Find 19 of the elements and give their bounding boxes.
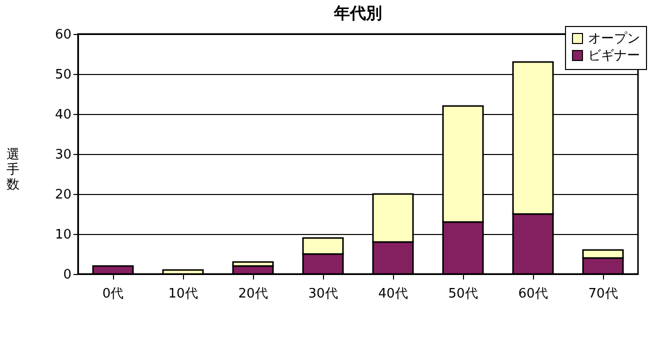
x-tick-label: 50代: [448, 286, 478, 302]
y-tick-label: 10: [54, 228, 72, 242]
chart-title: 年代別: [333, 4, 382, 22]
x-tick-label: 0代: [102, 286, 124, 302]
y-tick-label: 20: [54, 188, 72, 202]
x-tick-label: 70代: [588, 286, 618, 302]
y-tick-label: 60: [54, 28, 72, 42]
x-tick-label: 40代: [378, 286, 408, 302]
y-tick-label: 30: [54, 148, 72, 162]
legend-label: ビギナー: [588, 48, 640, 64]
legend-label: オープン: [588, 32, 640, 46]
y-tick-label: 50: [54, 68, 72, 82]
x-tick-label: 20代: [238, 286, 268, 302]
x-tick-label: 60代: [518, 286, 548, 302]
x-tick-label: 30代: [308, 286, 338, 302]
x-tick-label: 10代: [168, 286, 198, 302]
y-axis-title: 選手数: [6, 148, 20, 192]
y-tick-label: 40: [54, 108, 72, 122]
y-tick-label: 0: [63, 268, 72, 282]
